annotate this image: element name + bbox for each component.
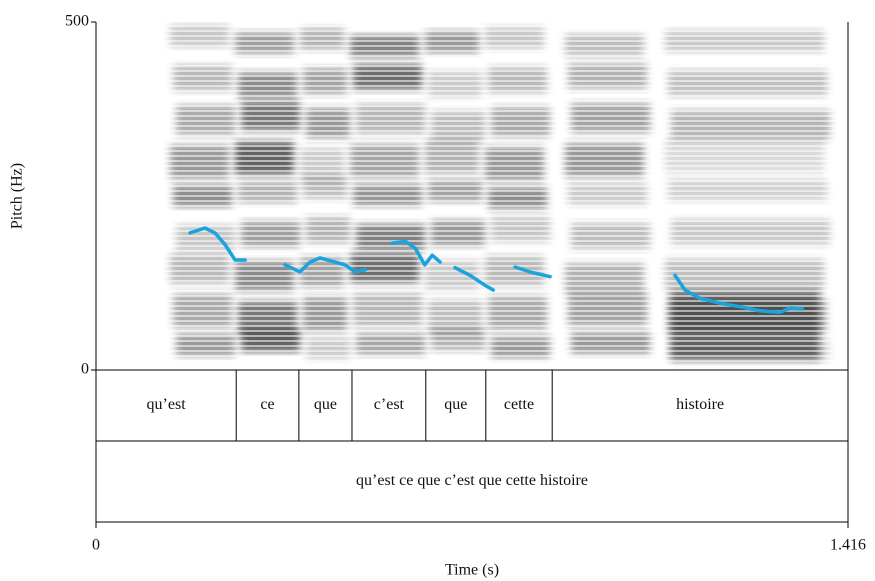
tier-label: qu’est ce que c’est que cette histoire <box>356 472 588 489</box>
y-tick-label: 0 <box>81 361 89 378</box>
x-axis-label: Time (s) <box>445 562 499 579</box>
tier-label: qu’est <box>147 396 187 413</box>
tier-label: ce <box>260 396 274 413</box>
tier-label: que <box>444 396 467 413</box>
tier-label: que <box>314 396 337 413</box>
tier-label: c’est <box>374 396 405 413</box>
pitch-line <box>188 226 805 314</box>
x-tick-label: 1.416 <box>830 537 866 554</box>
spectrogram-texture <box>96 22 848 370</box>
x-tick-label: 0 <box>92 537 100 554</box>
y-axis-label: Pitch (Hz) <box>9 163 26 229</box>
tier-label: cette <box>504 396 534 413</box>
y-tick-label: 500 <box>65 13 89 30</box>
tier-label: histoire <box>676 396 724 413</box>
